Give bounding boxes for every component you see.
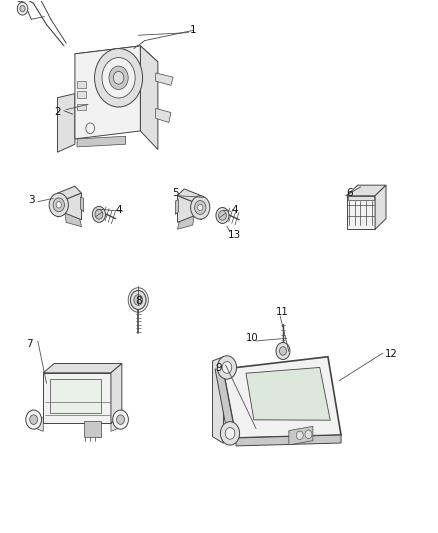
- Circle shape: [131, 290, 146, 310]
- Text: 13: 13: [228, 230, 241, 240]
- Circle shape: [217, 356, 237, 379]
- Circle shape: [198, 204, 203, 211]
- Circle shape: [191, 196, 210, 219]
- Polygon shape: [75, 46, 158, 70]
- Text: 5: 5: [172, 188, 179, 198]
- Circle shape: [296, 431, 303, 440]
- Text: 8: 8: [135, 296, 141, 306]
- Polygon shape: [57, 94, 75, 152]
- Text: 2: 2: [54, 107, 61, 117]
- Bar: [347, 196, 375, 229]
- Polygon shape: [347, 185, 386, 196]
- Circle shape: [216, 207, 229, 223]
- Circle shape: [86, 123, 95, 134]
- Circle shape: [113, 71, 124, 84]
- Circle shape: [20, 5, 25, 12]
- Circle shape: [134, 295, 143, 305]
- Polygon shape: [65, 213, 81, 227]
- Text: 6: 6: [346, 188, 353, 198]
- Polygon shape: [43, 414, 122, 423]
- Polygon shape: [212, 357, 223, 443]
- Polygon shape: [175, 199, 178, 214]
- Polygon shape: [141, 46, 158, 150]
- Polygon shape: [375, 185, 386, 229]
- Circle shape: [117, 415, 124, 424]
- Circle shape: [49, 193, 68, 216]
- Circle shape: [194, 200, 206, 214]
- Text: 11: 11: [276, 306, 289, 317]
- Bar: [77, 91, 86, 98]
- Circle shape: [92, 206, 106, 222]
- Polygon shape: [223, 357, 341, 438]
- Polygon shape: [155, 73, 173, 85]
- Circle shape: [53, 198, 64, 212]
- Polygon shape: [246, 367, 330, 420]
- Circle shape: [276, 343, 290, 359]
- Circle shape: [279, 347, 286, 355]
- Circle shape: [30, 415, 38, 424]
- Circle shape: [222, 361, 232, 373]
- Bar: [77, 82, 86, 88]
- Polygon shape: [155, 108, 171, 123]
- Polygon shape: [81, 197, 84, 212]
- Text: 1: 1: [190, 25, 196, 35]
- Polygon shape: [75, 46, 141, 139]
- Text: 12: 12: [385, 349, 398, 359]
- Polygon shape: [177, 215, 194, 229]
- Polygon shape: [177, 189, 201, 203]
- Polygon shape: [50, 379, 101, 413]
- Text: 3: 3: [28, 195, 35, 205]
- Polygon shape: [111, 413, 125, 431]
- Bar: [77, 104, 86, 110]
- Polygon shape: [57, 193, 64, 217]
- Polygon shape: [177, 196, 195, 222]
- Circle shape: [17, 2, 28, 15]
- Circle shape: [95, 209, 103, 219]
- Polygon shape: [195, 196, 201, 220]
- Text: 4: 4: [115, 205, 122, 215]
- Polygon shape: [57, 186, 81, 200]
- Circle shape: [113, 410, 128, 429]
- Circle shape: [95, 49, 143, 107]
- Circle shape: [219, 211, 226, 220]
- Circle shape: [26, 410, 42, 429]
- Circle shape: [102, 58, 135, 98]
- Text: 7: 7: [26, 338, 32, 349]
- Circle shape: [225, 427, 235, 439]
- Polygon shape: [289, 426, 313, 445]
- Text: 9: 9: [215, 362, 223, 373]
- Circle shape: [15, 0, 25, 2]
- Polygon shape: [215, 369, 236, 438]
- Polygon shape: [111, 364, 122, 423]
- Polygon shape: [43, 364, 122, 373]
- Polygon shape: [29, 413, 43, 431]
- Text: 10: 10: [245, 333, 258, 343]
- Polygon shape: [77, 136, 126, 147]
- Text: 4: 4: [231, 205, 237, 215]
- Polygon shape: [64, 193, 81, 220]
- Bar: [43, 373, 111, 423]
- Polygon shape: [236, 435, 341, 446]
- Circle shape: [56, 201, 61, 208]
- Circle shape: [109, 66, 128, 90]
- Bar: [84, 421, 101, 437]
- Circle shape: [305, 430, 312, 439]
- Bar: [348, 196, 374, 199]
- Circle shape: [220, 422, 240, 445]
